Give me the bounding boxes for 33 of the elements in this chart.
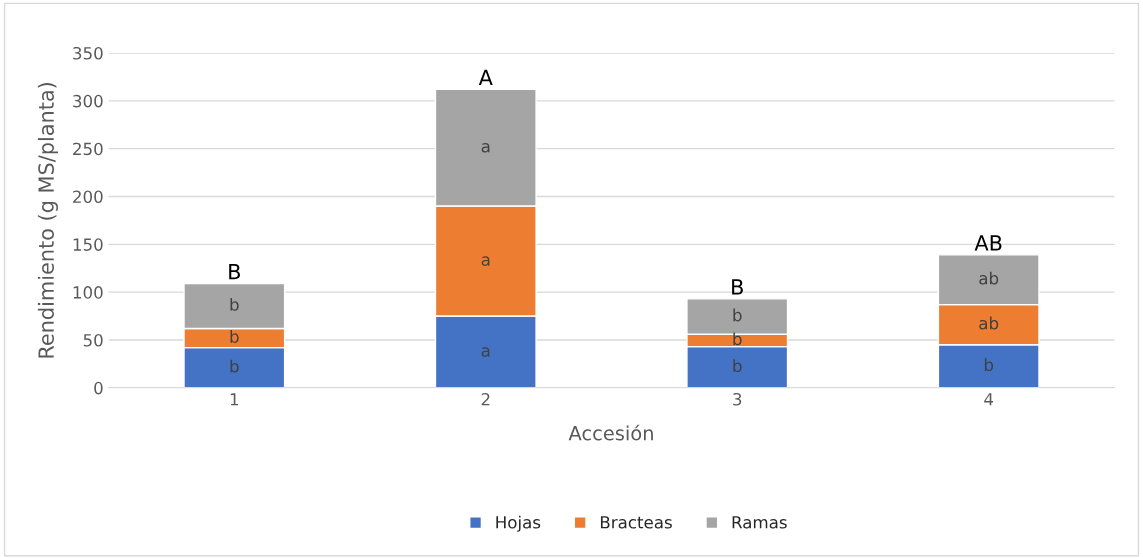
y-tick-label: 0 bbox=[94, 381, 103, 395]
annotation: A bbox=[478, 69, 493, 86]
legend-label: Hojas bbox=[496, 515, 541, 532]
y-tick-label: 300 bbox=[73, 94, 103, 108]
y-tick-label: 100 bbox=[73, 286, 103, 299]
y-axis-title: Rendimiento (g MS/planta) bbox=[37, 82, 59, 358]
data-label: b bbox=[733, 359, 742, 373]
data-label: b bbox=[230, 297, 239, 311]
legend-label: Bracteas bbox=[600, 516, 672, 529]
x-tick-label: 3 bbox=[733, 392, 742, 406]
data-label: a bbox=[481, 256, 490, 266]
data-label: ab bbox=[979, 271, 999, 285]
x-axis-title: Accesión bbox=[568, 424, 653, 441]
legend-label: Ramas bbox=[732, 516, 787, 529]
annotation: AB bbox=[974, 235, 1002, 251]
data-label: a bbox=[481, 347, 490, 357]
data-label: b bbox=[230, 359, 239, 373]
x-tick-label: 4 bbox=[984, 393, 994, 406]
x-tick-label: 1 bbox=[230, 393, 239, 406]
data-label: b bbox=[733, 308, 742, 322]
y-tick-label: 350 bbox=[73, 46, 103, 60]
data-label: b bbox=[733, 332, 742, 346]
data-label: ab bbox=[979, 316, 999, 330]
x-tick-label: 2 bbox=[481, 392, 490, 406]
data-label: a bbox=[481, 142, 490, 153]
data-label: b bbox=[230, 330, 239, 343]
data-label: b bbox=[984, 358, 994, 372]
y-tick-label: 50 bbox=[83, 333, 103, 347]
y-tick-label: 250 bbox=[73, 142, 103, 156]
y-tick-label: 200 bbox=[73, 190, 103, 204]
y-tick-label: 150 bbox=[73, 238, 103, 251]
annotation: B bbox=[732, 279, 743, 295]
annotation: B bbox=[229, 264, 240, 280]
